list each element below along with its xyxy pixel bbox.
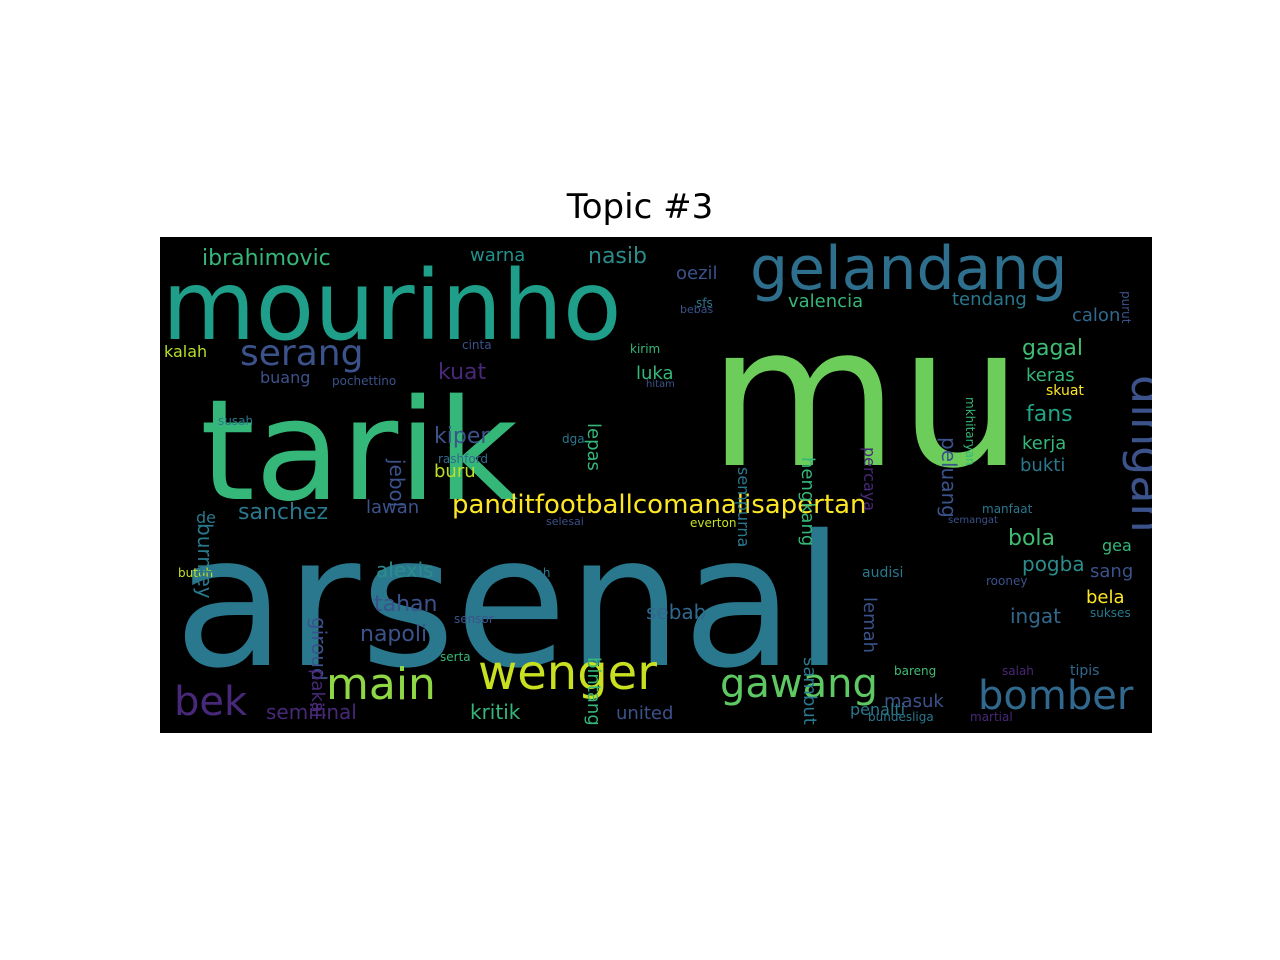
cloud-word-mkhitaryan: mkhitaryan xyxy=(963,397,977,466)
cloud-word-dga: dga xyxy=(562,432,585,446)
cloud-word-rooney: rooney xyxy=(986,574,1027,588)
cloud-word-bundesliga: bundesliga xyxy=(868,710,934,724)
cloud-word-valencia: valencia xyxy=(788,291,863,312)
cloud-word-martial: martial xyxy=(970,710,1013,724)
cloud-word-gelandang: gelandang xyxy=(750,237,1067,304)
cloud-word-masuk: masuk xyxy=(884,691,944,712)
cloud-word-bukti: bukti xyxy=(1020,455,1065,476)
cloud-word-semifinal: semifinal xyxy=(266,700,357,724)
cloud-word-bomber: bomber xyxy=(978,673,1134,719)
cloud-word-salah: salah xyxy=(1002,664,1034,678)
cloud-word-tendang: tendang xyxy=(952,289,1027,310)
cloud-word-lemah: lemah xyxy=(859,597,880,653)
cloud-word-bela: bela xyxy=(1086,587,1125,608)
cloud-word-kuat: kuat xyxy=(438,360,486,385)
cloud-word-buru: buru xyxy=(434,461,476,482)
cloud-word-percaya: percaya xyxy=(860,447,879,511)
cloud-word-peluang: peluang xyxy=(937,437,961,518)
cloud-word-sukses: sukses xyxy=(1090,606,1131,620)
cloud-word-sebab: sebab xyxy=(646,600,706,624)
cloud-word-oezil: oezil xyxy=(676,263,718,284)
cloud-word-napoli: napoli xyxy=(360,622,427,647)
cloud-word-serang: serang xyxy=(240,333,363,374)
cloud-word-kirim: kirim xyxy=(630,342,660,356)
cloud-word-audisi: audisi xyxy=(862,565,903,581)
cloud-word-tipis: tipis xyxy=(1070,663,1099,679)
cloud-word-wenger: wenger xyxy=(478,645,657,701)
cloud-word-fans: fans xyxy=(1026,402,1073,427)
cloud-word-bebas: bebas xyxy=(680,303,713,316)
cloud-word-gea: gea xyxy=(1102,536,1132,555)
cloud-word-butuh: butuh xyxy=(178,566,213,580)
cloud-word-purut: purut xyxy=(1119,291,1133,324)
cloud-word-tahan: tahan xyxy=(374,592,437,617)
cloud-word-alexis: alexis xyxy=(376,558,434,582)
cloud-word-united: united xyxy=(616,703,673,724)
cloud-word-calon: calon xyxy=(1072,305,1120,326)
cloud-word-bareng: bareng xyxy=(894,664,936,678)
cloud-word-gagal: gagal xyxy=(1022,336,1083,361)
cloud-word-everton: everton xyxy=(690,516,736,530)
cloud-word-pakai: pakai xyxy=(307,669,328,718)
cloud-word-sensor: sensor xyxy=(454,612,494,626)
cloud-word-kalah: kalah xyxy=(164,342,207,361)
cloud-word-skuat: skuat xyxy=(1046,383,1084,399)
cloud-word-susah: susah xyxy=(218,414,253,428)
cloud-word-dingan: dingan xyxy=(1121,375,1152,533)
cloud-word-kiper: kiper xyxy=(434,424,490,449)
cloud-word-bola: bola xyxy=(1008,526,1055,551)
cloud-word-buang: buang xyxy=(260,368,310,387)
cloud-word-giroud: giroud xyxy=(307,617,331,681)
cloud-word-rashford: rashford xyxy=(438,452,488,466)
cloud-word-luka: luka xyxy=(636,363,674,384)
cloud-word-sanchez: sanchez xyxy=(238,500,328,525)
cloud-word-selesai: selesai xyxy=(546,515,584,528)
cloud-word-lawan: lawan xyxy=(366,497,419,518)
cloud-word-hengkang: hengkang xyxy=(797,457,818,546)
cloud-word-serta: serta xyxy=(440,650,471,664)
cloud-word-cinta: cinta xyxy=(462,338,492,352)
cloud-word-sfs: sfs xyxy=(696,296,713,310)
cloud-word-pochettino: pochettino xyxy=(332,374,396,388)
cloud-word-semangat: semangat xyxy=(948,515,998,526)
cloud-word-gawang: gawang xyxy=(720,661,878,707)
cloud-word-kritik: kritik xyxy=(470,700,521,724)
cloud-word-mu: mu xyxy=(708,284,1023,512)
cloud-word-manfaat: manfaat xyxy=(982,502,1033,516)
cloud-word-bocah: bocah xyxy=(514,566,551,580)
cloud-word-penalti: penalti xyxy=(850,700,905,719)
cloud-word-ingat: ingat xyxy=(1010,604,1061,628)
page-title: Topic #3 xyxy=(566,187,714,227)
word-cloud: arsenal mu tarik mourinho gelandang dingan wen… xyxy=(160,237,1152,733)
cloud-word-jebol: jebol xyxy=(385,458,409,507)
cloud-word-bintang: bintang xyxy=(583,657,604,726)
cloud-word-bek: bek xyxy=(174,679,248,725)
cloud-word-sambut: sambut xyxy=(799,657,820,725)
cloud-word-hitam: hitam xyxy=(646,379,675,390)
cloud-word-panditfootballcomanalisapertan: panditfootballcomanalisapertan xyxy=(452,490,866,520)
cloud-word-nasib: nasib xyxy=(588,244,647,269)
cloud-word-arsenal: arsenal xyxy=(174,496,845,708)
cloud-word-tarik: tarik xyxy=(200,370,518,533)
cloud-word-main: main xyxy=(326,659,436,710)
cloud-word-ibrahimovic: ibrahimovic xyxy=(202,246,331,271)
cloud-word-pogba: pogba xyxy=(1022,552,1085,576)
cloud-word-burnley: burnley xyxy=(193,523,217,599)
cloud-word-kerja: kerja xyxy=(1022,433,1066,454)
cloud-word-sempurna: sempurna xyxy=(734,467,753,547)
cloud-word-lepas: lepas xyxy=(583,423,604,471)
cloud-word-de: de xyxy=(196,508,216,527)
cloud-word-sang: sang xyxy=(1090,561,1133,582)
cloud-word-mourinho: mourinho xyxy=(162,250,622,362)
cloud-word-keras: keras xyxy=(1026,365,1075,386)
cloud-word-warna: warna xyxy=(470,245,525,266)
